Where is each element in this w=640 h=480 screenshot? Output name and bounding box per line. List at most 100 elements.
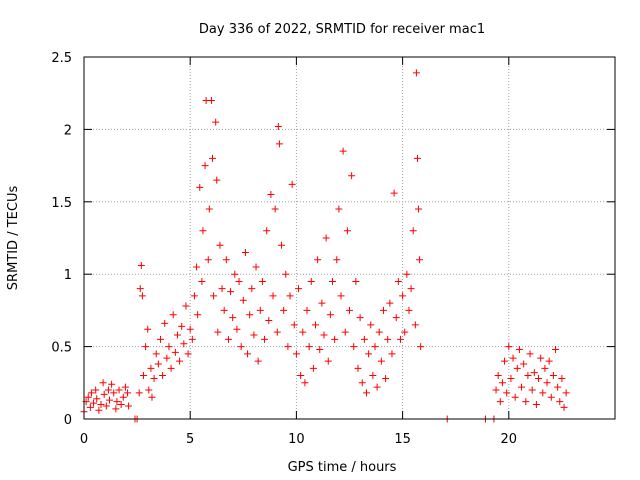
data-point (507, 374, 515, 382)
data-point (501, 357, 509, 365)
data-point (136, 285, 144, 293)
data-point (142, 343, 150, 351)
data-point (102, 402, 110, 410)
data-point (144, 325, 152, 333)
data-point (503, 389, 511, 397)
data-point (320, 331, 328, 339)
data-point (394, 277, 402, 285)
data-point (154, 360, 162, 368)
x-tick-label: 0 (80, 432, 88, 447)
data-point (547, 393, 555, 401)
data-point (509, 354, 517, 362)
data-point (100, 390, 108, 398)
data-point (113, 398, 121, 406)
data-point (244, 350, 252, 358)
y-tick-label: 2.5 (51, 51, 72, 66)
data-point (124, 389, 132, 397)
axis-ticks: 0 0.5 1 1.5 2 2.5 0 5 10 15 20 (51, 51, 615, 447)
data-point (278, 241, 286, 249)
data-point (145, 386, 153, 394)
data-point (159, 372, 167, 380)
chart-title: Day 336 of 2022, SRMTID for receiver mac… (199, 22, 485, 37)
x-tick-label: 15 (394, 432, 411, 447)
data-point (392, 314, 400, 322)
x-tick-label: 20 (501, 432, 518, 447)
data-point (365, 350, 373, 358)
data-point (518, 383, 526, 391)
data-point (112, 405, 120, 413)
data-point (560, 403, 568, 411)
data-point (274, 123, 282, 131)
data-point (382, 374, 390, 382)
data-point (176, 357, 184, 365)
y-tick-label: 0 (64, 413, 72, 428)
data-point (222, 256, 230, 264)
data-point (290, 321, 298, 329)
data-point (173, 331, 181, 339)
data-point (337, 292, 345, 300)
data-point (227, 288, 235, 296)
data-point (280, 306, 288, 314)
data-point (322, 234, 330, 242)
data-point (335, 205, 343, 213)
data-point (147, 364, 155, 372)
data-point (196, 183, 204, 191)
data-point (163, 354, 171, 362)
data-point (117, 401, 125, 409)
data-point (358, 379, 366, 387)
data-point (184, 350, 192, 358)
data-point (314, 256, 322, 264)
data-point (99, 379, 107, 387)
data-point (413, 154, 421, 162)
data-point (93, 395, 101, 403)
data-point (331, 335, 339, 343)
data-point (299, 328, 307, 336)
data-point (373, 383, 381, 391)
data-point (411, 321, 419, 329)
data-point (125, 402, 133, 410)
data-point (295, 285, 303, 293)
data-point (119, 393, 127, 401)
data-point (309, 364, 317, 372)
data-point (169, 311, 177, 319)
data-point (541, 364, 549, 372)
data-point (388, 350, 396, 358)
data-point (348, 172, 356, 180)
data-point (307, 277, 315, 285)
data-point (350, 343, 358, 351)
data-point (161, 319, 169, 327)
data-point (210, 292, 218, 300)
data-point (396, 335, 404, 343)
data-point (556, 398, 564, 406)
data-point (194, 311, 202, 319)
data-point (409, 227, 417, 235)
data-point (535, 374, 543, 382)
data-point (108, 380, 116, 388)
data-point (528, 386, 536, 394)
data-point (369, 372, 377, 380)
data-point (496, 398, 504, 406)
data-point (84, 393, 92, 401)
data-point (137, 262, 145, 270)
data-point (549, 372, 557, 380)
data-points (80, 69, 570, 423)
data-point (248, 285, 256, 293)
data-point (250, 331, 258, 339)
data-point (97, 401, 105, 409)
data-point (384, 335, 392, 343)
data-point (104, 386, 112, 394)
data-point (324, 357, 332, 365)
data-point (269, 292, 277, 300)
data-point (292, 350, 300, 358)
data-point (415, 205, 423, 213)
data-point (207, 96, 215, 104)
data-point (511, 393, 519, 401)
data-point (333, 256, 341, 264)
data-point (199, 227, 207, 235)
data-point (513, 364, 521, 372)
data-point (233, 325, 241, 333)
data-point (213, 176, 221, 184)
data-point (407, 285, 415, 293)
y-tick-label: 1 (64, 268, 72, 283)
